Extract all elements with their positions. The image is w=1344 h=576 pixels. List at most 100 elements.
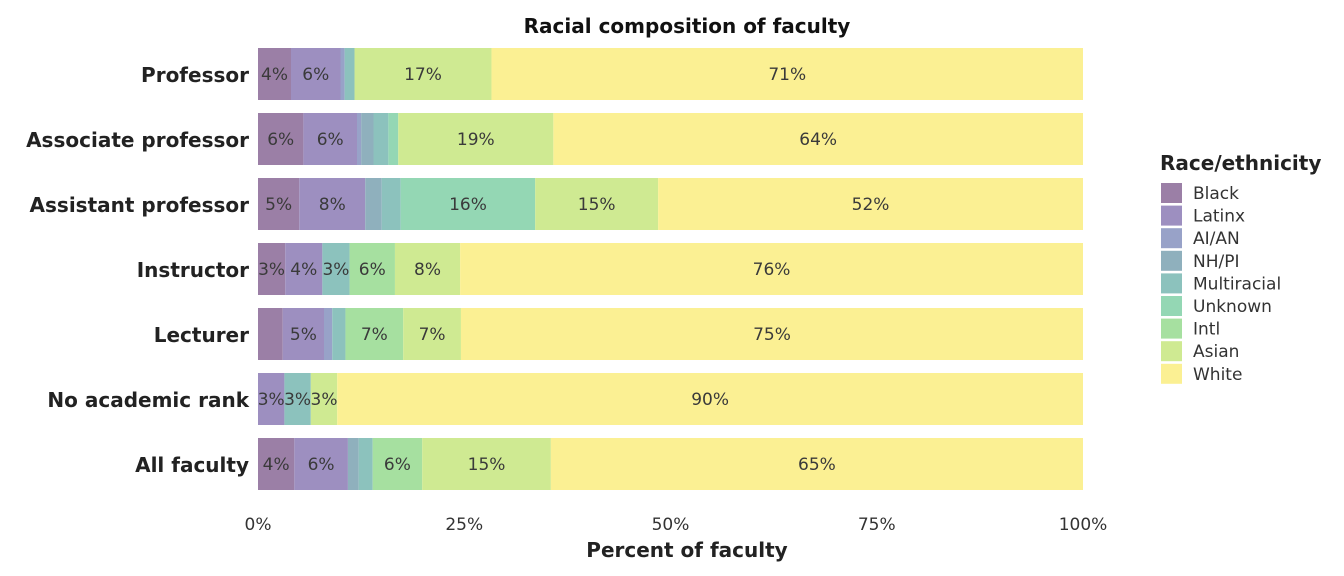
data-label: 3% — [258, 260, 285, 280]
data-label: 75% — [753, 325, 791, 345]
category-label-professor: Professor — [141, 63, 249, 87]
legend-swatch-intl — [1161, 318, 1182, 339]
bar-lecturer-intl — [345, 308, 404, 360]
bar-associate-professor-asian — [398, 113, 554, 165]
category-label-no-academic-rank: No academic rank — [47, 388, 249, 412]
data-label: 4% — [261, 65, 288, 85]
bar-professor-black — [258, 48, 291, 100]
data-label: 6% — [359, 260, 386, 280]
bar-assistant-professor-black — [258, 178, 300, 230]
bar-professor-latinx — [291, 48, 341, 100]
bar-professor-ai-an — [340, 48, 345, 100]
data-label: 3% — [284, 390, 311, 410]
bar-lecturer-multiracial — [332, 308, 346, 360]
data-label: 71% — [768, 65, 806, 85]
bar-instructor-latinx — [285, 243, 323, 295]
bar-all-faculty-white — [550, 438, 1083, 490]
bar-instructor-intl — [349, 243, 395, 295]
data-label: 6% — [267, 130, 294, 150]
legend-label-asian: Asian — [1193, 342, 1239, 362]
bar-all-faculty-asian — [422, 438, 551, 490]
bar-all-faculty-latinx — [294, 438, 348, 490]
data-label: 4% — [290, 260, 317, 280]
chart-title: Racial composition of faculty — [524, 14, 851, 38]
category-label-all-faculty: All faculty — [135, 453, 249, 477]
legend-swatch-nh-pi — [1161, 250, 1182, 271]
legend-label-intl: Intl — [1193, 320, 1220, 340]
legend-title: Race/ethnicity — [1160, 151, 1321, 175]
bar-associate-professor-multiracial — [373, 113, 389, 165]
data-label: 3% — [311, 390, 338, 410]
legend-swatch-black — [1161, 183, 1182, 203]
data-label: 19% — [457, 130, 495, 150]
x-tick-label: 75% — [858, 515, 896, 535]
bar-associate-professor-white — [553, 113, 1083, 165]
x-axis-ticks: 0% 25% 50% 75% 100% — [245, 515, 1108, 535]
category-label-lecturer: Lecturer — [154, 323, 249, 347]
bar-lecturer-black — [258, 308, 283, 360]
bar-all-faculty-intl — [372, 438, 423, 490]
bar-no-academic-rank-multiracial — [284, 373, 311, 425]
category-label-assistant-professor: Assistant professor — [30, 193, 250, 217]
bar-professor-multiracial — [344, 48, 355, 100]
data-label: 8% — [319, 195, 346, 215]
legend-label-nh-pi: NH/PI — [1193, 252, 1240, 272]
bar-lecturer-asian — [403, 308, 461, 360]
x-tick-label: 25% — [445, 515, 483, 535]
data-label: 65% — [798, 455, 836, 475]
x-tick-label: 100% — [1059, 515, 1108, 535]
data-label: 76% — [753, 260, 791, 280]
data-label: 6% — [384, 455, 411, 475]
bar-no-academic-rank-latinx — [258, 373, 285, 425]
data-label: 7% — [361, 325, 388, 345]
legend-swatch-ai-an — [1161, 228, 1182, 249]
data-label: 64% — [799, 130, 837, 150]
legend-label-latinx: Latinx — [1193, 207, 1245, 227]
data-label: 15% — [578, 195, 616, 215]
bar-assistant-professor-nh-pi — [365, 178, 382, 230]
bar-instructor-asian — [394, 243, 461, 295]
category-label-associate-professor: Associate professor — [26, 128, 249, 152]
bar-associate-professor-black — [258, 113, 304, 165]
data-label: 5% — [265, 195, 292, 215]
data-label: 16% — [449, 195, 487, 215]
bar-associate-professor-ai-an — [357, 113, 362, 165]
bar-lecturer-latinx — [282, 308, 324, 360]
bar-all-faculty-nh-pi — [347, 438, 359, 490]
bar-assistant-professor-multiracial — [381, 178, 401, 230]
legend-swatch-multiracial — [1161, 273, 1182, 294]
bar-all-faculty-black — [258, 438, 295, 490]
data-label: 6% — [302, 65, 329, 85]
bar-associate-professor-latinx — [303, 113, 357, 165]
legend-label-ai-an: AI/AN — [1193, 229, 1240, 249]
data-label: 6% — [317, 130, 344, 150]
legend-swatch-latinx — [1161, 205, 1182, 226]
data-label: 3% — [258, 390, 285, 410]
bar-associate-professor-unknown — [388, 113, 399, 165]
bar-professor-white — [491, 48, 1084, 100]
bar-assistant-professor-asian — [535, 178, 659, 230]
data-label: 15% — [468, 455, 506, 475]
legend-swatch-unknown — [1161, 296, 1182, 316]
data-label: 52% — [852, 195, 890, 215]
bar-no-academic-rank-white — [337, 373, 1083, 425]
legend-swatch-asian — [1161, 341, 1182, 362]
category-label-instructor: Instructor — [137, 258, 249, 282]
legend-label-black: Black — [1193, 184, 1239, 204]
data-label: 5% — [290, 325, 317, 345]
data-label: 8% — [414, 260, 441, 280]
bar-professor-asian — [354, 48, 492, 100]
bar-lecturer-white — [460, 308, 1083, 360]
legend-swatch-white — [1161, 363, 1182, 384]
x-axis-label: Percent of faculty — [586, 538, 787, 562]
bar-assistant-professor-latinx — [299, 178, 366, 230]
bar-associate-professor-nh-pi — [361, 113, 374, 165]
bar-instructor-black — [258, 243, 286, 295]
bar-assistant-professor-unknown — [400, 178, 536, 230]
bar-instructor-multiracial — [322, 243, 350, 295]
bar-instructor-white — [460, 243, 1083, 295]
legend-label-multiracial: Multiracial — [1193, 274, 1281, 294]
x-tick-label: 0% — [245, 515, 272, 535]
